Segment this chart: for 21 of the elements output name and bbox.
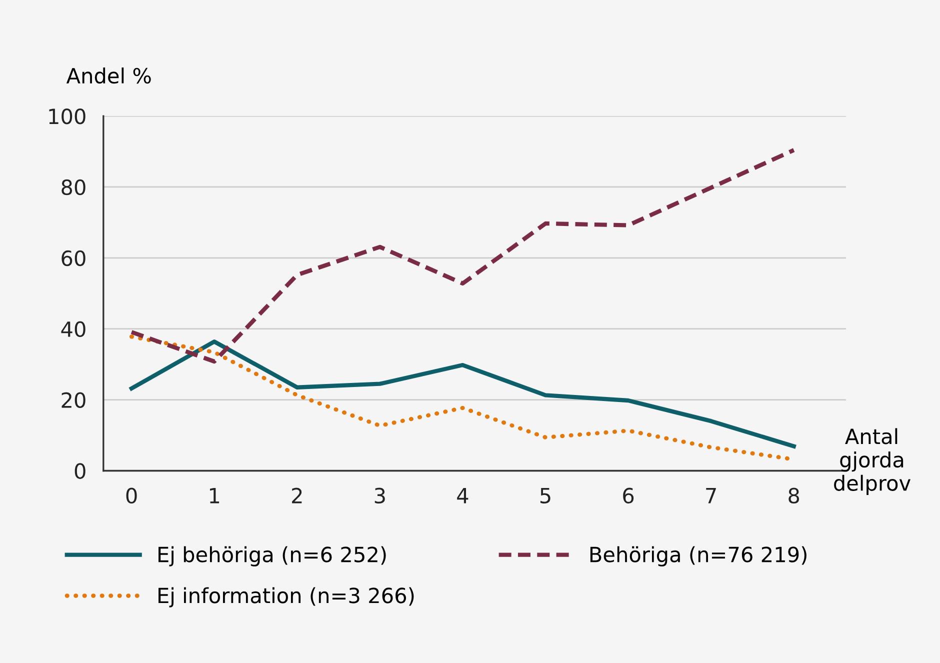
x-tick-label: 1 (210, 488, 220, 504)
y-tick-label: 80 (62, 179, 86, 196)
x-tick-label: 4 (457, 488, 468, 504)
x-tick-label: 8 (788, 488, 800, 504)
legend-label: Ej information (n=3 266) (158, 587, 414, 608)
x-tick-label: 0 (126, 488, 137, 504)
y-tick-label: 0 (74, 463, 86, 479)
y-tick-label: 40 (61, 321, 86, 338)
x-tick-label: 6 (623, 488, 634, 504)
legend-label: Ej behöriga (n=6 252) (158, 546, 386, 566)
y-tick-label: 60 (62, 250, 86, 266)
x-tick-label: 3 (374, 488, 385, 504)
x-tick-label: 7 (706, 488, 716, 504)
x-tick-label: 5 (540, 488, 550, 504)
x-axis-title: Antal gjorda delprov (834, 428, 910, 495)
y-axis-title: Andel % (66, 67, 151, 84)
line-series (129, 148, 796, 364)
y-tick-label: 100 (49, 108, 86, 124)
legend-label: Behöriga (n=76 219) (590, 546, 806, 566)
y-tick-label: 20 (62, 392, 86, 408)
x-tick-label: 2 (292, 488, 302, 504)
